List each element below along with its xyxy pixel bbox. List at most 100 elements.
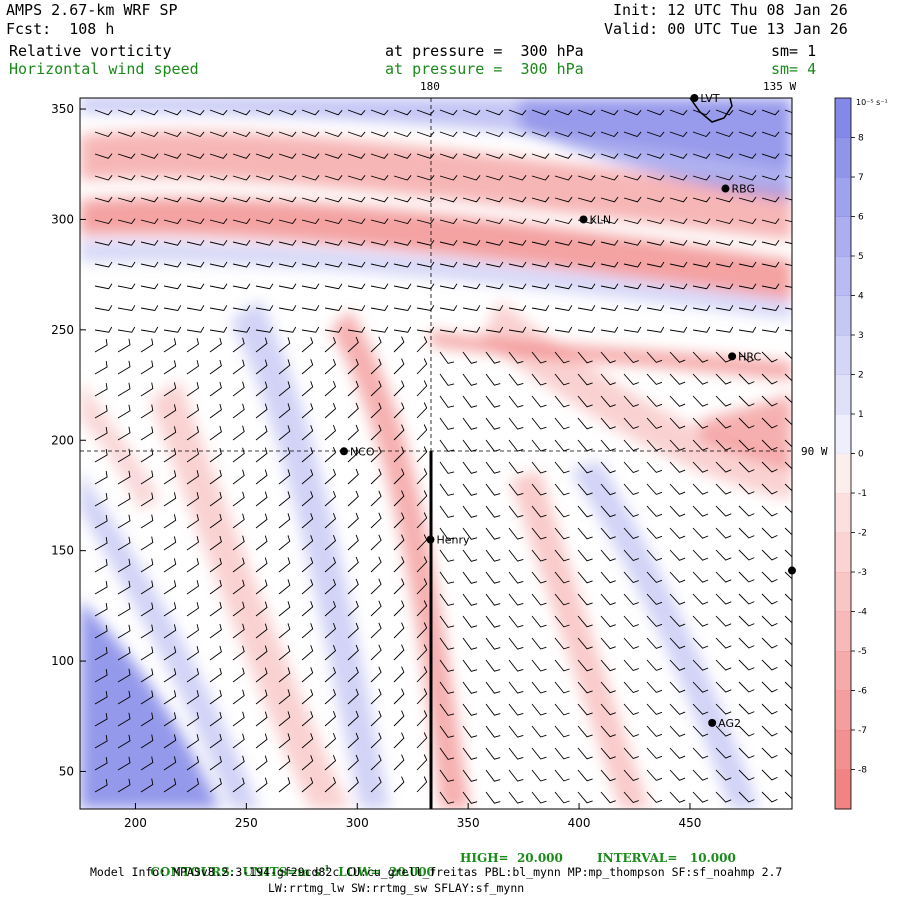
wind-barb — [117, 514, 131, 529]
wind-barb — [554, 769, 570, 782]
wind-barb — [324, 336, 337, 353]
wind-barb — [600, 218, 619, 225]
wind-barb — [623, 527, 639, 540]
wind-barb — [508, 461, 524, 474]
wind-barb — [232, 755, 245, 771]
station-marker — [708, 718, 717, 727]
wind-barb — [531, 417, 547, 430]
wind-barb — [715, 175, 734, 181]
wind-barb — [186, 131, 205, 138]
wind-barb — [508, 637, 524, 650]
wind-barb — [462, 637, 478, 650]
station-label: KLN — [590, 213, 612, 226]
wind-barb — [163, 624, 177, 639]
wind-barb — [186, 360, 200, 375]
wind-barb — [324, 424, 337, 441]
wind-barb — [393, 446, 405, 463]
axes: 200 250 300 350 400 450 350 300 250 200 150 100 50 — [51, 102, 701, 830]
wind-barb — [209, 491, 222, 507]
wind-barb — [600, 571, 616, 584]
wind-barb — [623, 769, 639, 782]
wind-barb — [623, 505, 639, 518]
wind-barb — [232, 109, 251, 116]
wind-barb — [554, 218, 573, 225]
wind-barb — [738, 703, 755, 715]
wind-barb — [669, 351, 686, 363]
wind-barb — [140, 360, 154, 375]
wind-barb — [347, 218, 366, 225]
wind-barb — [117, 326, 136, 333]
wind-barb — [462, 439, 478, 452]
wind-barb — [278, 557, 291, 573]
wind-barb — [140, 778, 154, 793]
wind-barb — [669, 483, 686, 495]
wind-barb — [623, 725, 639, 738]
wind-barb — [209, 513, 222, 529]
wind-barb — [692, 549, 709, 561]
wind-barb — [347, 424, 359, 441]
wind-barb — [692, 218, 711, 225]
wind-barb — [692, 681, 709, 693]
wind-barb — [600, 326, 619, 333]
wind-barb — [255, 131, 274, 138]
wind-barb — [623, 326, 642, 333]
wind-barb — [600, 240, 619, 246]
wind-barb — [393, 644, 405, 661]
wind-barb — [692, 175, 711, 181]
wind-barb — [531, 395, 547, 408]
wind-barb — [692, 527, 709, 539]
model-info: Model Info: MPASv8.2.3-194-gf29cd82c CU:… — [90, 865, 783, 879]
wind-barb — [94, 537, 108, 551]
wind-barb — [393, 336, 405, 353]
wind-barb — [232, 425, 245, 441]
wind-barb — [577, 326, 596, 333]
contours-units-exp: -1 — [320, 863, 330, 873]
wind-barb — [94, 175, 113, 181]
wind-barb — [623, 153, 642, 159]
wind-barb — [715, 483, 732, 495]
wind-barb — [531, 218, 550, 225]
wind-barb — [531, 326, 550, 333]
wind-barb — [738, 725, 755, 737]
wind-barb — [232, 359, 245, 375]
wind-barb — [669, 615, 686, 627]
wind-barb — [554, 261, 573, 268]
wind-barb — [577, 305, 596, 311]
wind-barb — [554, 196, 573, 203]
wind-barb — [370, 283, 389, 290]
wind-barb — [577, 196, 596, 203]
wind-barb — [324, 358, 337, 375]
colorbar-swatch — [835, 177, 851, 217]
wind-barb — [324, 380, 337, 397]
wind-barb — [623, 109, 642, 116]
wind-barb — [186, 602, 200, 617]
wind-barb — [485, 505, 501, 518]
colorbar-swatch — [835, 295, 851, 336]
wind-barb — [301, 153, 320, 159]
wind-barb — [554, 791, 570, 804]
wind-barb — [370, 131, 389, 138]
wind-barb — [715, 637, 732, 649]
wind-barb — [554, 527, 570, 540]
wind-barb — [370, 710, 382, 727]
wind-barb — [692, 439, 709, 451]
wind-barb — [301, 337, 314, 353]
wind-barb — [393, 666, 405, 683]
wind-barb — [738, 681, 755, 693]
wind-barb — [255, 755, 268, 771]
wind-barb — [692, 659, 709, 671]
wind-barb — [94, 361, 108, 375]
wind-barb — [301, 557, 314, 573]
wind-barb — [324, 283, 343, 290]
wind-barb — [508, 725, 524, 738]
wind-barb — [692, 571, 709, 583]
wind-barb — [623, 593, 639, 606]
wind-barb — [232, 447, 245, 463]
wind-barb — [761, 283, 780, 290]
wind-barb — [209, 711, 222, 727]
wind-barb — [761, 637, 778, 649]
wind-barb — [163, 536, 177, 551]
wind-barb — [370, 622, 382, 639]
colorbar-label: -5 — [858, 647, 867, 657]
